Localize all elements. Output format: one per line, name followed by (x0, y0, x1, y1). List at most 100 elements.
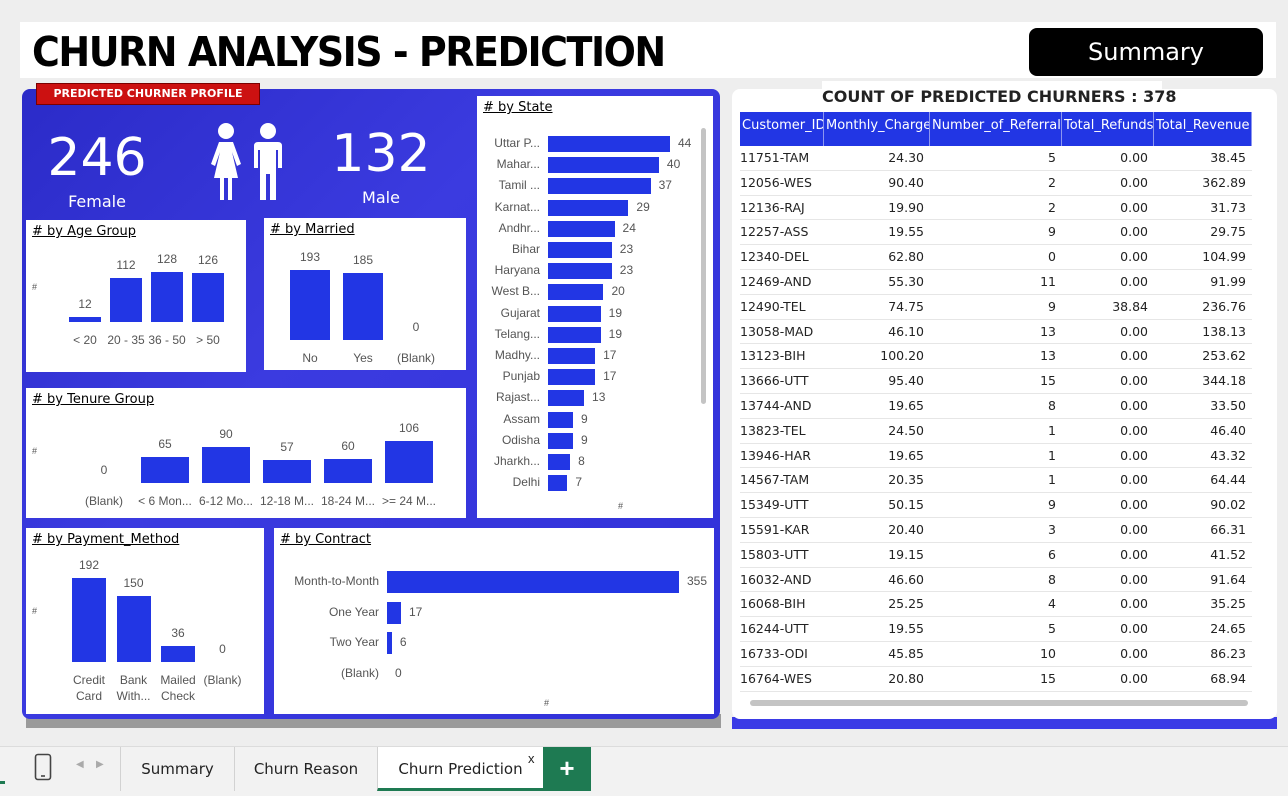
table-cell: 3 (1048, 522, 1056, 537)
column-header[interactable]: Total_Refunds (1062, 112, 1154, 146)
table-cell: 14567-TAM (740, 472, 810, 488)
table-cell: 62.80 (888, 249, 924, 265)
contract-title: # by Contract (280, 532, 372, 547)
table-cell: 0.00 (1120, 546, 1148, 562)
table-cell: 0.00 (1120, 646, 1148, 661)
married-category-label: No (302, 351, 318, 365)
table-row[interactable]: 16733-ODI 45.85 10 0.00 86.23 (740, 642, 1252, 667)
table-row[interactable]: 12469-AND 55.30 11 0.00 91.99 (740, 270, 1252, 295)
payment-bar (72, 578, 106, 662)
payment-method-title: # by Payment_Method (32, 532, 180, 547)
table-panel-footer (732, 717, 1277, 729)
state-value-label: 23 (619, 263, 634, 278)
tenure-category-label: 6-12 Mo... (198, 494, 254, 508)
table-row[interactable]: 13123-BIH 100.20 13 0.00 253.62 (740, 344, 1252, 370)
table-row[interactable]: 16764-WES 20.80 15 0.00 68.94 (740, 667, 1252, 692)
table-cell: 0.00 (1120, 596, 1148, 612)
table-cell: 0.00 (1120, 249, 1148, 265)
table-row[interactable]: 11751-TAM 24.30 5 0.00 38.45 (740, 146, 1252, 171)
table-cell: 38.84 (1112, 298, 1148, 314)
contract-chart: # by Contract # Month-to-Month 355 One Yea… (274, 528, 714, 714)
table-row[interactable]: 16032-AND 46.60 8 0.00 91.64 (740, 568, 1252, 593)
male-count: 132 (331, 124, 431, 184)
married-category-label: Yes (353, 351, 373, 365)
table-row[interactable]: 16068-BIH 25.25 4 0.00 35.25 (740, 592, 1252, 618)
payment-category-label: (Blank) (203, 673, 242, 687)
state-category-label: Telang... (494, 326, 540, 341)
tab-churn-reason[interactable]: Churn Reason (234, 747, 377, 791)
state-bar (548, 305, 601, 322)
close-tab-icon[interactable]: x (528, 751, 535, 766)
column-header[interactable]: Monthly_Charge (824, 112, 930, 146)
table-row[interactable]: 15349-UTT 50.15 9 0.00 90.02 (740, 493, 1252, 518)
table-cell: 15591-KAR (740, 522, 810, 537)
contract-category-label: One Year (328, 604, 379, 619)
table-cell: 2 (1048, 199, 1056, 215)
tab-summary[interactable]: Summary (120, 747, 234, 791)
table-row[interactable]: 15803-UTT 19.15 6 0.00 41.52 (740, 543, 1252, 568)
female-icon (211, 123, 241, 200)
state-value-label: 17 (603, 369, 617, 384)
table-horizontal-scrollbar[interactable] (750, 700, 1248, 706)
age-category-label: > 50 (196, 333, 220, 347)
table-cell: 2 (1048, 174, 1056, 190)
column-header[interactable]: Number_of_Referrals (930, 112, 1062, 146)
table-cell: 15349-UTT (740, 497, 809, 513)
tab-indicator (0, 781, 5, 784)
table-row[interactable]: 13666-UTT 95.40 15 0.00 344.18 (740, 369, 1252, 394)
table-row[interactable]: 14567-TAM 20.35 1 0.00 64.44 (740, 468, 1252, 494)
table-cell: 100.20 (880, 348, 924, 364)
page-title: CHURN ANALYSIS - PREDICTION (32, 28, 666, 76)
table-row[interactable]: 13744-AND 19.65 8 0.00 33.50 (740, 394, 1252, 419)
table-cell: 13058-MAD (740, 323, 814, 339)
payment-bar (161, 646, 195, 662)
tenure-value-label: 90 (219, 427, 233, 442)
married-title: # by Married (270, 222, 355, 237)
table-cell: 12340-DEL (740, 249, 809, 265)
contract-axis-label: # (544, 698, 550, 708)
table-row[interactable]: 13946-HAR 19.65 1 0.00 43.32 (740, 444, 1252, 469)
age-category-label: < 20 (73, 333, 97, 347)
table-row[interactable]: 12136-RAJ 19.90 2 0.00 31.73 (740, 196, 1252, 221)
table-row[interactable]: 12056-WES 90.40 2 0.00 362.89 (740, 171, 1252, 196)
table-row[interactable]: 16244-UTT 19.55 5 0.00 24.65 (740, 617, 1252, 642)
table-cell: 16032-AND (740, 571, 812, 587)
table-cell: 91.64 (1210, 571, 1246, 587)
married-value-label: 193 (299, 250, 321, 264)
married-value-label: 0 (412, 320, 420, 334)
state-category-label: Tamil ... (498, 178, 540, 193)
female-count: 246 (47, 128, 147, 188)
state-chart-scrollbar[interactable] (701, 128, 706, 404)
column-header[interactable]: Customer_ID (740, 112, 824, 146)
tab-scroll-right-icon[interactable]: ▶ (96, 759, 104, 770)
table-row[interactable]: 12490-TEL 74.75 9 38.84 236.76 (740, 295, 1252, 320)
table-row[interactable]: 13058-MAD 46.10 13 0.00 138.13 (740, 320, 1252, 345)
tab-scroll-left-icon[interactable]: ◀ (76, 759, 84, 770)
table-cell: 46.60 (888, 571, 924, 587)
table-row[interactable]: 13823-TEL 24.50 1 0.00 46.40 (740, 419, 1252, 444)
add-page-button[interactable]: + (543, 747, 591, 791)
contract-value-label: 355 (687, 574, 708, 588)
table-cell: 13946-HAR (740, 447, 811, 463)
table-row[interactable]: 12340-DEL 62.80 0 0.00 104.99 (740, 245, 1252, 270)
column-header[interactable]: Total_Revenue (1154, 112, 1252, 146)
tab-churn-prediction[interactable]: Churn Prediction (377, 747, 543, 791)
tenure-group-title: # by Tenure Group (32, 392, 155, 407)
tenure-bar (202, 447, 250, 483)
table-cell: 362.89 (1202, 174, 1246, 190)
table-cell: 12056-WES (740, 174, 812, 190)
table-row[interactable]: 12257-ASS 19.55 9 0.00 29.75 (740, 220, 1252, 246)
mobile-layout-icon[interactable] (34, 753, 52, 781)
male-label: Male (362, 188, 400, 207)
table-cell: 12490-TEL (740, 298, 806, 314)
table-cell: 43.32 (1210, 447, 1246, 463)
contract-value-label: 0 (395, 666, 402, 681)
table-row[interactable]: 15591-KAR 20.40 3 0.00 66.31 (740, 518, 1252, 543)
contract-category-label: Two Year (329, 635, 379, 650)
state-bar (548, 348, 596, 364)
state-bar (548, 136, 670, 152)
table-cell: 11751-TAM (740, 150, 810, 165)
table-cell: 19.55 (888, 621, 924, 637)
summary-button[interactable]: Summary (1029, 28, 1263, 76)
table-cell: 16244-UTT (740, 621, 809, 637)
